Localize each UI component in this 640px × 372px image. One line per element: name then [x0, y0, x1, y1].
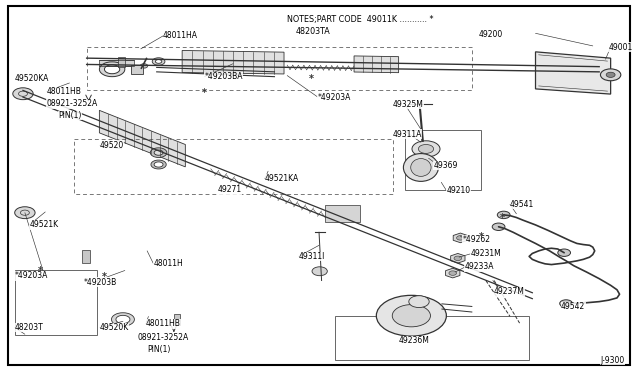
- Text: *49203A: *49203A: [318, 93, 351, 102]
- Text: 49520: 49520: [99, 141, 124, 150]
- Text: PIN(1): PIN(1): [147, 345, 170, 354]
- Text: NOTES;PART CODE  49011K ........... *: NOTES;PART CODE 49011K ........... *: [287, 15, 434, 24]
- Bar: [118, 57, 125, 67]
- Circle shape: [15, 207, 35, 219]
- Text: 08921-3252A: 08921-3252A: [138, 333, 189, 343]
- Text: 48011HB: 48011HB: [47, 87, 81, 96]
- Circle shape: [312, 267, 327, 276]
- Text: 49311I: 49311I: [299, 252, 325, 261]
- Text: 08921-3252A: 08921-3252A: [47, 99, 98, 108]
- Text: J-9300: J-9300: [600, 356, 625, 365]
- Circle shape: [449, 271, 456, 275]
- Text: *: *: [479, 232, 484, 242]
- Circle shape: [492, 223, 505, 231]
- Circle shape: [412, 141, 440, 157]
- Text: 48011H: 48011H: [154, 259, 183, 268]
- Text: 49311A: 49311A: [392, 129, 422, 139]
- Text: *: *: [38, 266, 43, 276]
- Text: *49203BA: *49203BA: [204, 72, 243, 81]
- Circle shape: [600, 69, 621, 81]
- Text: 49520KA: 49520KA: [15, 74, 49, 83]
- Bar: [325, 205, 360, 222]
- Text: 49271: 49271: [217, 185, 241, 194]
- Circle shape: [419, 144, 434, 153]
- Text: 49210: 49210: [446, 186, 470, 195]
- Circle shape: [558, 249, 570, 256]
- Circle shape: [606, 72, 615, 77]
- Text: 49233A: 49233A: [464, 262, 493, 271]
- Text: *49262: *49262: [462, 235, 490, 244]
- Circle shape: [140, 64, 148, 68]
- Text: 49520K: 49520K: [99, 323, 129, 332]
- Text: PIN(1): PIN(1): [58, 111, 81, 120]
- Text: 48203T: 48203T: [15, 323, 44, 332]
- Text: 49521KA: 49521KA: [265, 174, 299, 183]
- Text: *: *: [500, 212, 505, 222]
- Text: 49200: 49200: [478, 29, 502, 39]
- Text: 49521K: 49521K: [29, 221, 58, 230]
- Text: 49001: 49001: [609, 42, 633, 51]
- Circle shape: [497, 211, 510, 219]
- Bar: [174, 314, 180, 325]
- Bar: [131, 65, 143, 74]
- Text: 49541: 49541: [510, 200, 534, 209]
- Circle shape: [392, 305, 431, 327]
- Bar: [82, 250, 90, 263]
- Text: *: *: [202, 88, 207, 98]
- Ellipse shape: [403, 154, 438, 182]
- Circle shape: [454, 256, 461, 260]
- Text: *: *: [309, 74, 314, 84]
- Circle shape: [456, 235, 464, 240]
- Text: 49542: 49542: [561, 302, 585, 311]
- Text: 49231M: 49231M: [470, 249, 501, 258]
- Text: 48011HB: 48011HB: [146, 320, 180, 328]
- Bar: [99, 60, 134, 65]
- Text: *: *: [102, 272, 107, 282]
- Circle shape: [409, 296, 429, 308]
- Polygon shape: [182, 51, 284, 74]
- Circle shape: [376, 295, 446, 336]
- Polygon shape: [354, 56, 399, 73]
- Text: *49203A: *49203A: [15, 271, 48, 280]
- Circle shape: [13, 88, 33, 100]
- Text: 49369: 49369: [434, 161, 458, 170]
- Text: 48011HA: 48011HA: [163, 31, 198, 41]
- Text: *49203B: *49203B: [83, 278, 116, 287]
- Text: 48203TA: 48203TA: [295, 26, 330, 36]
- Polygon shape: [99, 110, 186, 167]
- Text: 49236M: 49236M: [399, 336, 429, 346]
- Text: 49237M: 49237M: [494, 287, 525, 296]
- Circle shape: [560, 300, 572, 307]
- Polygon shape: [536, 52, 611, 94]
- Ellipse shape: [411, 158, 431, 176]
- Text: 49325M: 49325M: [392, 100, 423, 109]
